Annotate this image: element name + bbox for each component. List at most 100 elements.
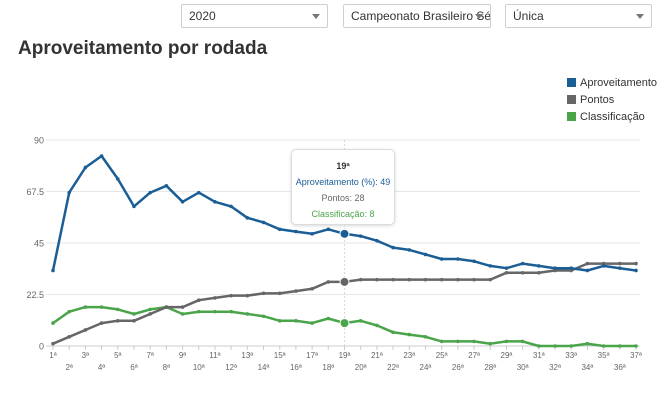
x-tick-label: 28ª [484, 363, 496, 372]
phase-select[interactable]: Única [505, 4, 652, 28]
legend-label: Pontos [580, 93, 615, 106]
x-tick-label: 20ª [355, 363, 367, 372]
data-point-aproveitamento [213, 200, 217, 204]
x-tick-label: 15ª [274, 351, 286, 360]
data-point-classificacao [51, 321, 55, 325]
x-tick-label: 17ª [306, 351, 318, 360]
data-point-aproveitamento [407, 248, 412, 252]
data-point-aproveitamento [83, 165, 88, 170]
data-point-classificacao [585, 341, 590, 346]
x-tick-label: 14ª [258, 363, 270, 372]
data-point-aproveitamento [132, 204, 136, 209]
x-tick-label: 33ª [565, 351, 577, 360]
data-point-pontos [391, 277, 395, 282]
data-point-classificacao [83, 305, 88, 309]
data-point-classificacao [569, 344, 574, 348]
x-tick-label: 27ª [468, 351, 480, 360]
legend-swatch [567, 78, 576, 87]
data-point-aproveitamento [245, 216, 250, 220]
season-select[interactable]: 2020 [181, 4, 328, 28]
x-tick-label: 7ª [146, 351, 153, 360]
x-tick-label: 11ª [209, 351, 220, 360]
data-point-aproveitamento [472, 259, 476, 264]
data-point-pontos [148, 312, 152, 316]
data-point-aproveitamento [585, 268, 590, 273]
data-point-aproveitamento [310, 232, 314, 236]
data-point-aproveitamento [164, 183, 169, 188]
data-point-pontos [51, 341, 55, 346]
x-tick-label: 18ª [322, 363, 334, 372]
data-point-aproveitamento [180, 200, 185, 204]
legend-swatch [567, 95, 576, 104]
data-point-pontos [83, 328, 88, 332]
tooltip-classificacao: Classificação: 8 [311, 209, 375, 219]
data-point-aproveitamento [634, 268, 638, 273]
data-point-aproveitamento [569, 266, 574, 270]
data-point-pontos [488, 277, 493, 282]
data-point-aproveitamento [51, 268, 55, 273]
data-point-pontos [67, 335, 71, 339]
y-tick-label: 22.5 [26, 290, 44, 300]
data-point-classificacao [439, 339, 444, 344]
x-tick-label: 29ª [501, 351, 513, 360]
data-point-aproveitamento [99, 154, 104, 158]
data-point-pontos [439, 277, 444, 282]
data-point-classificacao [618, 344, 622, 348]
series-line-pontos [52, 262, 636, 345]
x-tick-label: 4ª [98, 363, 105, 372]
legend-swatch [567, 112, 576, 121]
x-tick-label: 10ª [193, 363, 205, 372]
legend-item-aproveitamento[interactable]: Aproveitamento [567, 74, 657, 91]
data-point-pontos [423, 277, 428, 282]
data-point-pontos [375, 277, 379, 282]
data-point-classificacao [196, 309, 201, 314]
x-tick-label: 3ª [82, 351, 89, 360]
competition-select-value: Campeonato Brasileiro Sé... [351, 9, 491, 23]
chevron-down-icon [475, 14, 483, 19]
data-point-classificacao [67, 309, 71, 314]
legend-item-classificacao[interactable]: Classificação [567, 108, 657, 125]
data-point-aproveitamento [391, 245, 395, 250]
data-point-pontos [261, 291, 266, 296]
chevron-down-icon [312, 14, 320, 19]
data-point-pontos [520, 270, 525, 275]
legend-label: Aproveitamento [580, 76, 658, 89]
chart-title: Aproveitamento por rodada [18, 38, 268, 59]
data-point-pontos [326, 280, 331, 284]
x-tick-label: 35ª [598, 351, 610, 360]
legend-item-pontos[interactable]: Pontos [567, 91, 657, 108]
y-tick-label: 45 [34, 239, 44, 249]
data-point-classificacao [456, 339, 460, 344]
data-point-classificacao [375, 323, 379, 328]
data-point-pontos [245, 293, 250, 298]
data-point-classificacao [634, 344, 638, 348]
data-point-pontos [358, 277, 363, 282]
data-point-aproveitamento [326, 227, 331, 232]
data-point-classificacao [229, 309, 233, 314]
x-tick-label: 37ª [630, 351, 642, 360]
data-point-pontos [115, 319, 120, 323]
competition-select[interactable]: Campeonato Brasileiro Sé... [343, 4, 491, 28]
y-tick-label: 0 [39, 342, 44, 352]
tooltip-title: 19ª [336, 161, 350, 171]
data-point-aproveitamento [339, 228, 350, 239]
x-tick-label: 5ª [114, 351, 121, 360]
data-point-aproveitamento [488, 264, 493, 268]
data-point-aproveitamento [115, 177, 120, 181]
data-point-pontos [180, 305, 185, 309]
data-point-classificacao [277, 319, 282, 323]
data-point-aproveitamento [375, 238, 379, 243]
data-point-classificacao [245, 312, 250, 316]
data-point-classificacao [339, 318, 350, 329]
data-point-classificacao [472, 339, 476, 344]
data-point-classificacao [391, 330, 395, 335]
data-point-classificacao [537, 344, 541, 348]
x-tick-label: 34ª [581, 363, 593, 372]
data-point-aproveitamento [601, 264, 606, 268]
x-tick-label: 2ª [65, 363, 72, 372]
x-tick-label: 36ª [614, 363, 626, 372]
data-point-classificacao [358, 319, 363, 323]
data-point-pontos [537, 270, 541, 275]
data-point-classificacao [148, 307, 152, 312]
